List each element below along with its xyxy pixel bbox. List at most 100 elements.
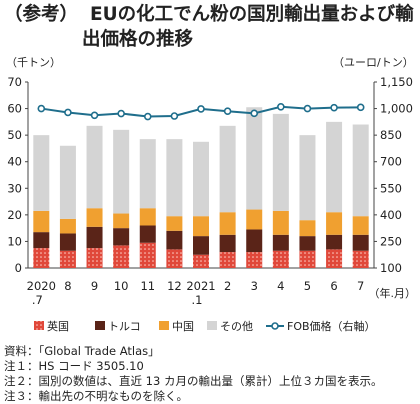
- bar-segment: [219, 212, 236, 235]
- legend-label: 中国: [172, 320, 194, 333]
- bar-segment: [166, 249, 183, 268]
- right-tick-label: 1,150: [380, 75, 413, 89]
- x-tick-label: 2021: [186, 279, 215, 293]
- bar-segment: [193, 141, 209, 217]
- legend-label: FOB価格（右軸）: [287, 319, 376, 333]
- right-tick-label: 100: [380, 261, 402, 275]
- left-tick-label: 40: [7, 155, 22, 169]
- bar-segment: [59, 218, 76, 234]
- bar-segment: [299, 135, 316, 221]
- bar-segment: [113, 228, 130, 246]
- bar-segment: [219, 125, 236, 213]
- x-tick-label: 9: [91, 279, 98, 293]
- bar-segment: [219, 234, 236, 253]
- x-tick-label: 4: [277, 279, 284, 293]
- bar-segment: [272, 250, 289, 268]
- fob-price-point: [277, 103, 285, 111]
- bar-segment: [219, 252, 236, 268]
- bar-segment: [299, 220, 316, 237]
- bar-segment: [86, 208, 103, 227]
- right-axis-unit: （ユーロ/トン）: [333, 56, 414, 69]
- fob-price-point: [197, 105, 205, 113]
- bar-segment: [139, 225, 156, 243]
- title-tag: （参考）: [4, 4, 79, 25]
- fob-price-point: [117, 109, 125, 118]
- left-tick-label: 0: [15, 261, 22, 275]
- bar-segment: [113, 129, 130, 214]
- left-tick-label: 30: [7, 181, 22, 195]
- bar-segment: [193, 236, 209, 255]
- bar-segment: [139, 242, 156, 268]
- right-tick-label: 250: [380, 234, 402, 248]
- bar-segment: [246, 209, 263, 230]
- bar-segment: [299, 250, 316, 268]
- bar-segment: [246, 107, 263, 210]
- bar-segment: [59, 250, 76, 268]
- x-tick-label: 5: [304, 279, 311, 293]
- title-line-1: EUの化工でん粉の国別輸出量および輸: [90, 4, 414, 25]
- chart-title: （参考） EUの化工でん粉の国別輸出量および輸 出価格の推移: [4, 2, 416, 52]
- note-1: 注１：HS コード 3505.10: [4, 359, 144, 373]
- legend-label: その他: [220, 320, 253, 333]
- fob-price-point: [170, 112, 179, 120]
- bar-segment: [246, 229, 263, 253]
- fob-price-point: [64, 108, 72, 117]
- x-tick-label: 7: [357, 279, 364, 293]
- fob-price-point: [223, 107, 232, 116]
- bar-segment: [33, 232, 50, 249]
- legend-label: トルコ: [108, 320, 141, 333]
- legend-label: 英国: [47, 319, 69, 333]
- x-tick-label: 6: [330, 279, 337, 293]
- bar-segment: [352, 216, 369, 235]
- bar-segment: [139, 139, 156, 209]
- fob-price-point: [143, 112, 152, 121]
- bar-segment: [86, 248, 103, 268]
- bar-segment: [86, 226, 103, 249]
- bar-segment: [166, 230, 183, 250]
- bar-segment: [59, 233, 76, 251]
- bar-segment: [33, 210, 50, 233]
- right-tick-label: 550: [380, 181, 402, 195]
- x-axis-unit: （年.月）: [369, 286, 417, 300]
- note-3: 注３：輸出先の不明なものを除く。: [4, 389, 188, 403]
- left-tick-label: 50: [7, 128, 22, 142]
- legend-swatch: [207, 321, 217, 330]
- bar-segment: [139, 208, 156, 226]
- bar-segment: [352, 250, 369, 268]
- right-tick-label: 850: [380, 128, 402, 142]
- bar-segment: [33, 248, 50, 268]
- fob-price-point: [250, 109, 259, 118]
- bar-segment: [326, 234, 343, 250]
- note-source: 資料：「Global Trade Atlas」: [4, 344, 160, 358]
- notes: 資料：「Global Trade Atlas」 注１：HS コード 3505.1…: [4, 344, 382, 404]
- fob-price-point: [37, 104, 46, 113]
- bar-segment: [272, 210, 289, 235]
- bar-segment: [352, 234, 369, 251]
- bar-segment: [299, 236, 316, 251]
- fob-price-point: [330, 103, 338, 112]
- right-tick-label: 1,000: [380, 102, 413, 116]
- x-tick-sublabel: .7: [32, 293, 43, 307]
- left-tick-label: 70: [7, 75, 22, 89]
- x-tick-sublabel: .1: [192, 293, 203, 307]
- legend-swatch-marker: [271, 322, 279, 330]
- bar-segment: [272, 234, 289, 251]
- legend-swatch: [34, 321, 44, 330]
- legend-swatch: [159, 321, 169, 330]
- bar-segment: [59, 145, 76, 219]
- x-tick-label: 10: [114, 279, 129, 293]
- x-tick-label: 2020: [27, 279, 56, 293]
- left-tick-label: 60: [7, 102, 22, 116]
- fob-price-point: [303, 104, 312, 113]
- note-2: 注２：国別の数値は、直近 13 カ月の輸出量（累計）上位３カ国を表示。: [4, 374, 383, 388]
- x-tick-label: 12: [167, 279, 182, 293]
- bar-segment: [86, 125, 103, 209]
- bar-segment: [326, 249, 343, 268]
- bar-segment: [272, 113, 289, 211]
- bar-segment: [33, 135, 50, 211]
- bar-segment: [193, 254, 209, 268]
- bar-segment: [352, 124, 369, 217]
- title-line-2: 出価格の推移: [82, 29, 194, 50]
